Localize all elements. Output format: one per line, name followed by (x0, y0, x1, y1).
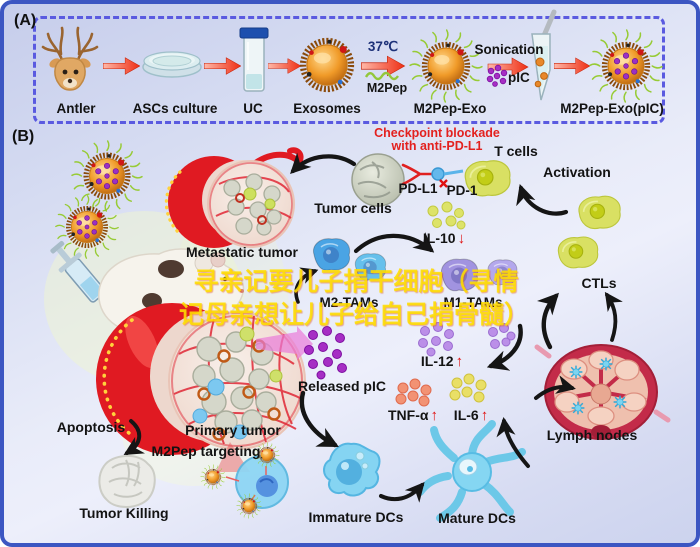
arrow-tumorcells-to-metastatic (290, 152, 357, 174)
t-cell-illustration (464, 159, 511, 197)
tumor-killing-cell (98, 455, 156, 508)
il12-dots (418, 322, 516, 357)
red-arrow-icon (487, 57, 529, 77)
tnf-dots (395, 378, 432, 407)
metastatic-tumor-illustration (164, 147, 304, 248)
red-arrow-icon (204, 57, 241, 75)
immature-dc-illustration (323, 442, 381, 497)
arrow-to-lymph (534, 375, 576, 400)
antler-deer-illustration (41, 26, 99, 91)
injected-exosome-particle (72, 141, 142, 211)
watermark-line2: 记母亲想让儿子给自己捐骨髓） (178, 301, 530, 329)
arrow-lymph-to-ctl (604, 291, 623, 342)
red-arrow-icon (268, 58, 301, 74)
petri-dish-illustration (142, 51, 202, 78)
arrow-m1-down (486, 323, 523, 371)
ctl-cell-illustration (557, 236, 599, 269)
red-arrow-icon (103, 57, 140, 75)
m2pep-targeting-cell (201, 443, 289, 519)
blocked-x-icon (439, 179, 448, 188)
panel-a-dashed-border (33, 16, 665, 124)
tumor-cell-illustration (351, 153, 405, 207)
arrow-m2-to-m1 (353, 232, 435, 254)
il6-dots (449, 373, 487, 403)
syringe-icon (50, 240, 112, 312)
released-pic-dots (304, 326, 347, 380)
m2pep-peptide-icon (364, 71, 399, 81)
watermark-line1: 寻亲记要儿子捐干细胞（寻情 (193, 268, 519, 296)
sonication-tube-illustration (531, 9, 557, 101)
arrow-tumor-to-m2tam (294, 267, 319, 304)
figure-artwork (41, 9, 671, 522)
red-arrow-icon (554, 57, 590, 75)
primary-tumor-illustration (96, 303, 313, 472)
arrow-maturedc-up (496, 417, 530, 468)
pic-dots (486, 64, 508, 87)
arrow-apoptosis (123, 419, 145, 456)
flow-arrows (123, 152, 623, 503)
il10-dots (427, 201, 466, 230)
m2pep-exo-illustration (410, 30, 482, 102)
lymph-node-illustration (534, 344, 671, 440)
mature-dc-illustration (416, 420, 526, 522)
m2pep-exo-pic-illustration (590, 30, 662, 102)
ctl-cell-illustration (578, 195, 621, 230)
uc-tube-illustration (239, 27, 269, 92)
arrow-lymph-to-ctl (536, 292, 560, 350)
arrow-imm-to-mature (379, 481, 425, 503)
arrow-pic-to-immdc (299, 390, 339, 448)
exosome-illustration (303, 40, 351, 89)
pd-l1-antibody-icon (401, 163, 464, 188)
arrow-activation (516, 183, 569, 216)
pic-release-beam (256, 326, 313, 360)
red-arrow-icon (360, 55, 406, 77)
